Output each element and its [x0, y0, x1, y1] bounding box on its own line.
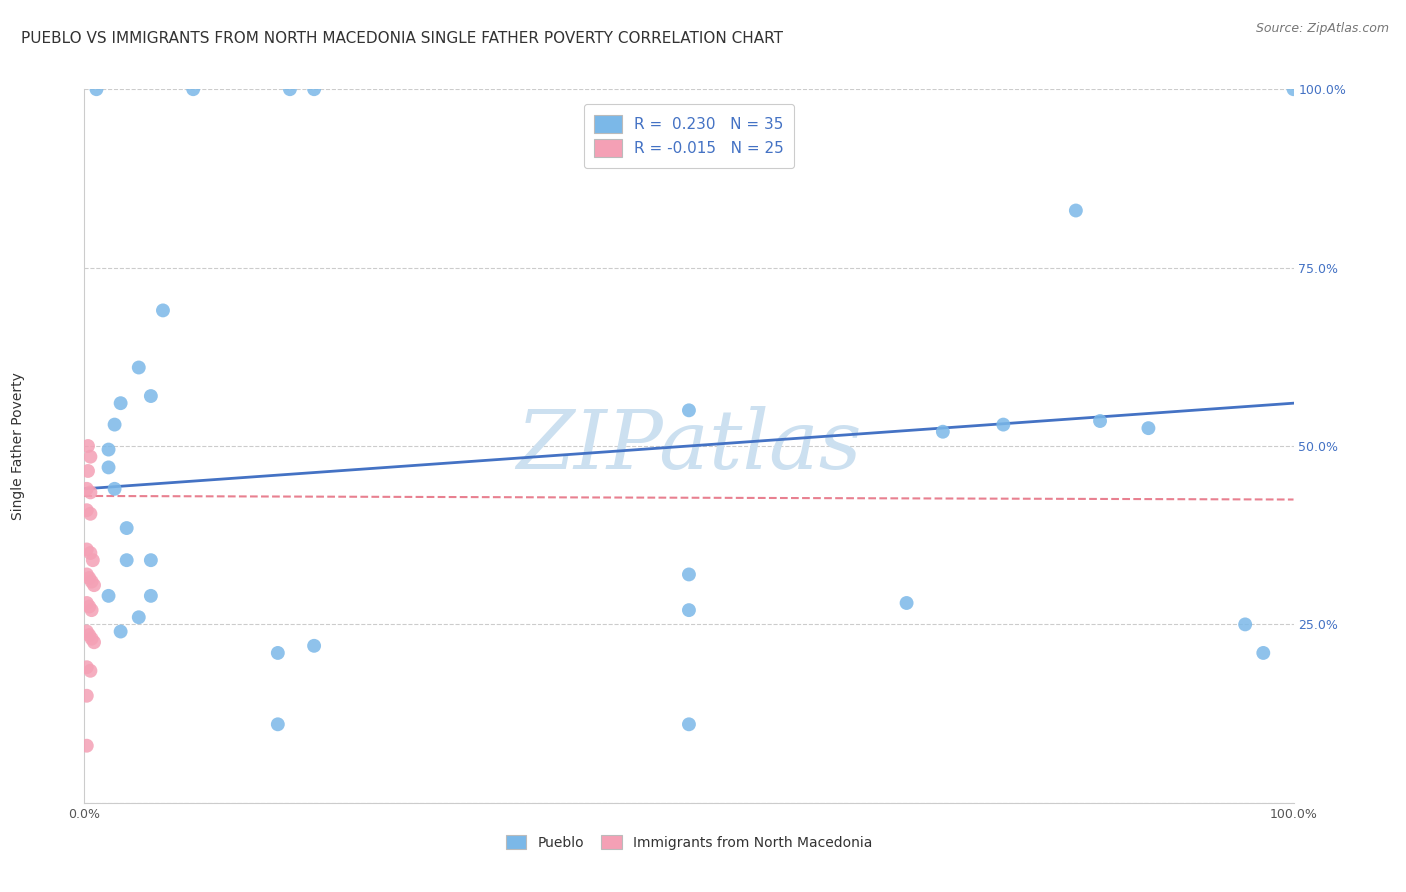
Point — [1137, 421, 1160, 435]
Point — [128, 360, 150, 375]
Point — [152, 303, 174, 318]
Point — [104, 482, 127, 496]
Point — [79, 507, 101, 521]
Point — [77, 571, 100, 585]
Point — [77, 439, 100, 453]
Point — [267, 646, 290, 660]
Point — [77, 628, 100, 642]
Point — [79, 664, 101, 678]
Point — [97, 460, 120, 475]
Point — [76, 739, 98, 753]
Point — [1251, 646, 1274, 660]
Point — [1234, 617, 1257, 632]
Point — [76, 689, 98, 703]
Point — [76, 660, 98, 674]
Point — [76, 542, 98, 557]
Point — [80, 574, 103, 589]
Point — [139, 589, 162, 603]
Point — [139, 389, 162, 403]
Point — [1088, 414, 1111, 428]
Point — [267, 717, 290, 731]
Point — [83, 635, 105, 649]
Point — [82, 553, 104, 567]
Point — [86, 82, 108, 96]
Point — [678, 717, 700, 731]
Point — [302, 639, 325, 653]
Point — [110, 624, 132, 639]
Point — [1282, 82, 1305, 96]
Point — [678, 567, 700, 582]
Point — [80, 603, 103, 617]
Point — [76, 503, 98, 517]
Point — [76, 482, 98, 496]
Point — [278, 82, 301, 96]
Point — [79, 546, 101, 560]
Point — [115, 521, 138, 535]
Point — [110, 396, 132, 410]
Point — [678, 403, 700, 417]
Point — [104, 417, 127, 432]
Point — [76, 596, 98, 610]
Text: Source: ZipAtlas.com: Source: ZipAtlas.com — [1256, 22, 1389, 36]
Point — [1064, 203, 1087, 218]
Point — [115, 553, 138, 567]
Text: ZIPatlas: ZIPatlas — [516, 406, 862, 486]
Point — [302, 82, 325, 96]
Point — [97, 589, 120, 603]
Point — [77, 599, 100, 614]
Point — [79, 485, 101, 500]
Point — [181, 82, 204, 96]
Point — [83, 578, 105, 592]
Text: PUEBLO VS IMMIGRANTS FROM NORTH MACEDONIA SINGLE FATHER POVERTY CORRELATION CHAR: PUEBLO VS IMMIGRANTS FROM NORTH MACEDONI… — [21, 31, 783, 46]
Point — [76, 567, 98, 582]
Point — [128, 610, 150, 624]
Point — [896, 596, 918, 610]
Point — [97, 442, 120, 457]
Text: Single Father Poverty: Single Father Poverty — [11, 372, 25, 520]
Point — [932, 425, 955, 439]
Legend: Pueblo, Immigrants from North Macedonia: Pueblo, Immigrants from North Macedonia — [499, 828, 879, 856]
Point — [80, 632, 103, 646]
Point — [79, 450, 101, 464]
Point — [76, 624, 98, 639]
Point — [678, 603, 700, 617]
Point — [993, 417, 1015, 432]
Point — [139, 553, 162, 567]
Point — [77, 464, 100, 478]
